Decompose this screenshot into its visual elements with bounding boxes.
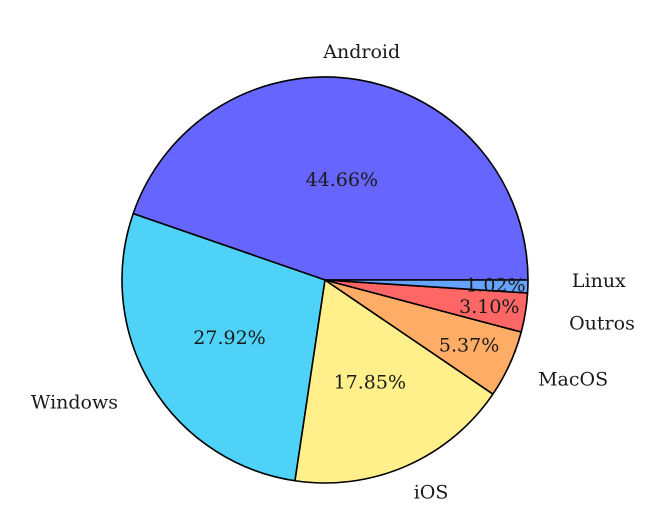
name-label-outros: Outros (569, 313, 635, 335)
pct-label-android: 44.66% (306, 169, 378, 191)
pct-label-outros: 3.10% (459, 296, 519, 318)
slice-windows (121, 212, 326, 482)
pct-label-macos: 5.37% (439, 335, 499, 357)
name-label-macos: MacOS (538, 369, 608, 391)
slice-android (132, 76, 529, 281)
pct-label-ios: 17.85% (334, 371, 406, 393)
pct-label-windows: 27.92% (193, 327, 265, 349)
name-label-linux: Linux (572, 270, 626, 292)
name-label-windows: Windows (31, 392, 118, 414)
slice-linux (324, 279, 529, 294)
pct-label-linux: 1.02% (465, 275, 525, 297)
pie-labels: 44.66% Android 27.92% Windows 17.85% iOS 5.37%… (31, 41, 635, 503)
name-label-android: Android (322, 41, 400, 63)
pie-slices (121, 76, 529, 484)
slice-ios (294, 279, 494, 484)
name-label-ios: iOS (414, 481, 449, 503)
